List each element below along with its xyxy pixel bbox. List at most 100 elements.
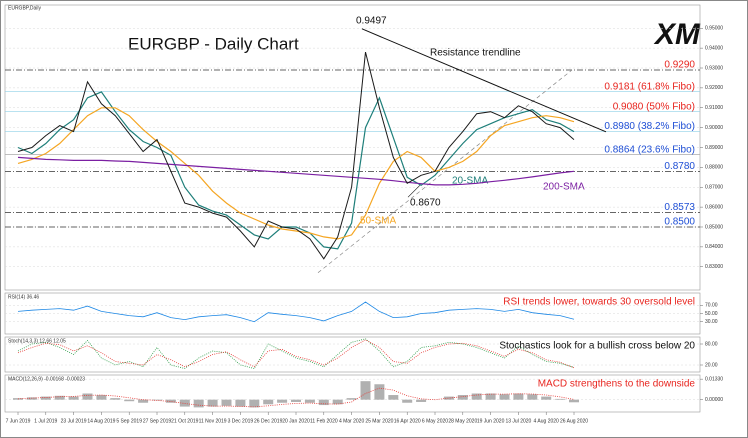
level-label: 0.9181 (61.8% Fibo) — [604, 81, 695, 92]
histogram-bar — [82, 393, 93, 400]
chart-title: EURGBP - Daily Chart — [128, 34, 299, 53]
x-tick-label: 28 May 2020 — [448, 418, 477, 424]
low-label: 0.8670 — [410, 198, 441, 209]
histogram-bar — [277, 399, 288, 403]
panel — [4, 336, 701, 373]
resistance-line — [361, 28, 607, 133]
x-tick-label: 1 Jul 2019 — [34, 418, 57, 424]
trendline-label: Resistance trendline — [430, 48, 521, 59]
x-tick-label: 5 Sep 2019 — [116, 418, 142, 424]
price-line — [17, 51, 575, 260]
x-tick-label: 27 Sep 2019 — [143, 418, 172, 424]
histogram-bar — [207, 399, 218, 407]
histogram-bar — [569, 399, 579, 403]
x-tick-label: 13 Jul 2020 — [505, 418, 531, 424]
level-label: 0.8573 — [664, 202, 695, 213]
y-tick-label: 0.01330 — [705, 376, 723, 382]
indicator-line — [17, 387, 575, 408]
logo: XM — [653, 18, 701, 51]
histogram-bar — [443, 396, 454, 400]
x-tick-label: 26 Dec 2019 — [254, 418, 283, 424]
y-tick-label: 0.83000 — [705, 264, 723, 270]
x-tick-label: 7 Jun 2019 — [6, 418, 31, 424]
symbol: EURGBP,Daily — [8, 5, 41, 11]
indicator-line — [17, 338, 575, 369]
histogram-bar — [332, 399, 343, 405]
y-tick-label: 0.90000 — [705, 125, 723, 131]
y-tick-label: 30.00 — [705, 319, 718, 325]
level-label: 0.9290 — [664, 60, 695, 71]
histogram-bar — [124, 399, 135, 402]
x-tick-label: 25 Mar 2020 — [365, 418, 393, 424]
y-tick-label: 0.87000 — [705, 185, 723, 191]
histogram-bar — [304, 399, 315, 403]
histogram-bar — [40, 396, 51, 400]
level-label: 0.8980 (38.2% Fibo) — [604, 121, 695, 132]
indicator-line — [17, 339, 575, 369]
histogram-bar — [54, 395, 65, 400]
level-label: 0.9080 (50% Fibo) — [613, 101, 695, 112]
x-tick-label: 16 Apr 2020 — [394, 418, 421, 424]
y-tick-label: 0.86000 — [705, 204, 723, 210]
histogram-bar — [110, 398, 121, 400]
histogram-bar — [96, 395, 107, 400]
y-tick-label: 0.95000 — [705, 26, 723, 32]
histogram-bar — [193, 399, 204, 408]
histogram-bar — [318, 399, 329, 406]
x-tick-label: 23 Jul 2019 — [61, 418, 87, 424]
x-tick-label: 21 Oct 2019 — [171, 418, 198, 424]
y-tick-label: 0.92000 — [705, 85, 723, 91]
histogram-bar — [263, 399, 274, 405]
panel — [4, 374, 701, 413]
histogram-bar — [291, 399, 301, 402]
level-label: 0.8500 — [664, 217, 695, 228]
y-tick-label: 0.85000 — [705, 224, 723, 230]
histogram-bar — [471, 393, 482, 400]
y-tick-label: 0.00000 — [705, 397, 723, 403]
y-tick-label: 50.00 — [705, 311, 718, 317]
x-tick-label: 20 Jan 2020 — [282, 418, 310, 424]
histogram-bar — [555, 398, 566, 400]
y-tick-label: 0.89000 — [705, 145, 723, 151]
low-pointer — [407, 184, 421, 198]
sma-line — [17, 107, 575, 240]
histogram-bar — [513, 393, 524, 400]
support-line — [317, 69, 573, 273]
sma-label: 200-SMA — [543, 182, 585, 193]
y-tick-label: 0.88000 — [705, 165, 723, 171]
histogram-bar — [485, 393, 496, 400]
indicator-note: RSI trends lower, towards 30 oversold le… — [503, 297, 695, 308]
level-label: 0.8780 — [664, 161, 695, 172]
histogram-bar — [165, 399, 176, 403]
histogram-bar — [457, 395, 468, 400]
histogram-bar — [360, 381, 371, 400]
histogram-bar — [416, 399, 427, 402]
indicator-line — [17, 301, 575, 323]
x-tick-label: 6 May 2020 — [422, 418, 448, 424]
x-tick-label: 3 Dec 2019 — [228, 418, 254, 424]
histogram-bar — [388, 395, 399, 400]
sma-line — [17, 156, 575, 186]
histogram-bar — [541, 396, 552, 400]
histogram-bar — [499, 394, 510, 400]
x-tick-label: 14 Aug 2019 — [87, 418, 115, 424]
indicator-note: Stochastics look for a bullish cross bel… — [499, 341, 695, 352]
histogram-bar — [221, 399, 232, 406]
histogram-bar — [138, 399, 149, 403]
histogram-bar — [402, 399, 413, 403]
y-tick-label: 0.93000 — [705, 65, 723, 71]
sma-label: 50-SMA — [360, 216, 396, 227]
histogram-bar — [26, 397, 37, 400]
histogram-bar — [374, 384, 385, 400]
x-tick-label: 26 Aug 2020 — [560, 418, 588, 424]
sma-label: 20-SMA — [452, 176, 488, 187]
y-tick-label: 70.00 — [705, 303, 718, 309]
indicator-label: RSI(14) 36.46 — [8, 294, 39, 300]
histogram-bar — [68, 396, 79, 400]
histogram-bar — [235, 399, 246, 407]
indicator-note: MACD strengthens to the downside — [538, 379, 696, 390]
y-tick-label: 20.00 — [705, 362, 718, 368]
